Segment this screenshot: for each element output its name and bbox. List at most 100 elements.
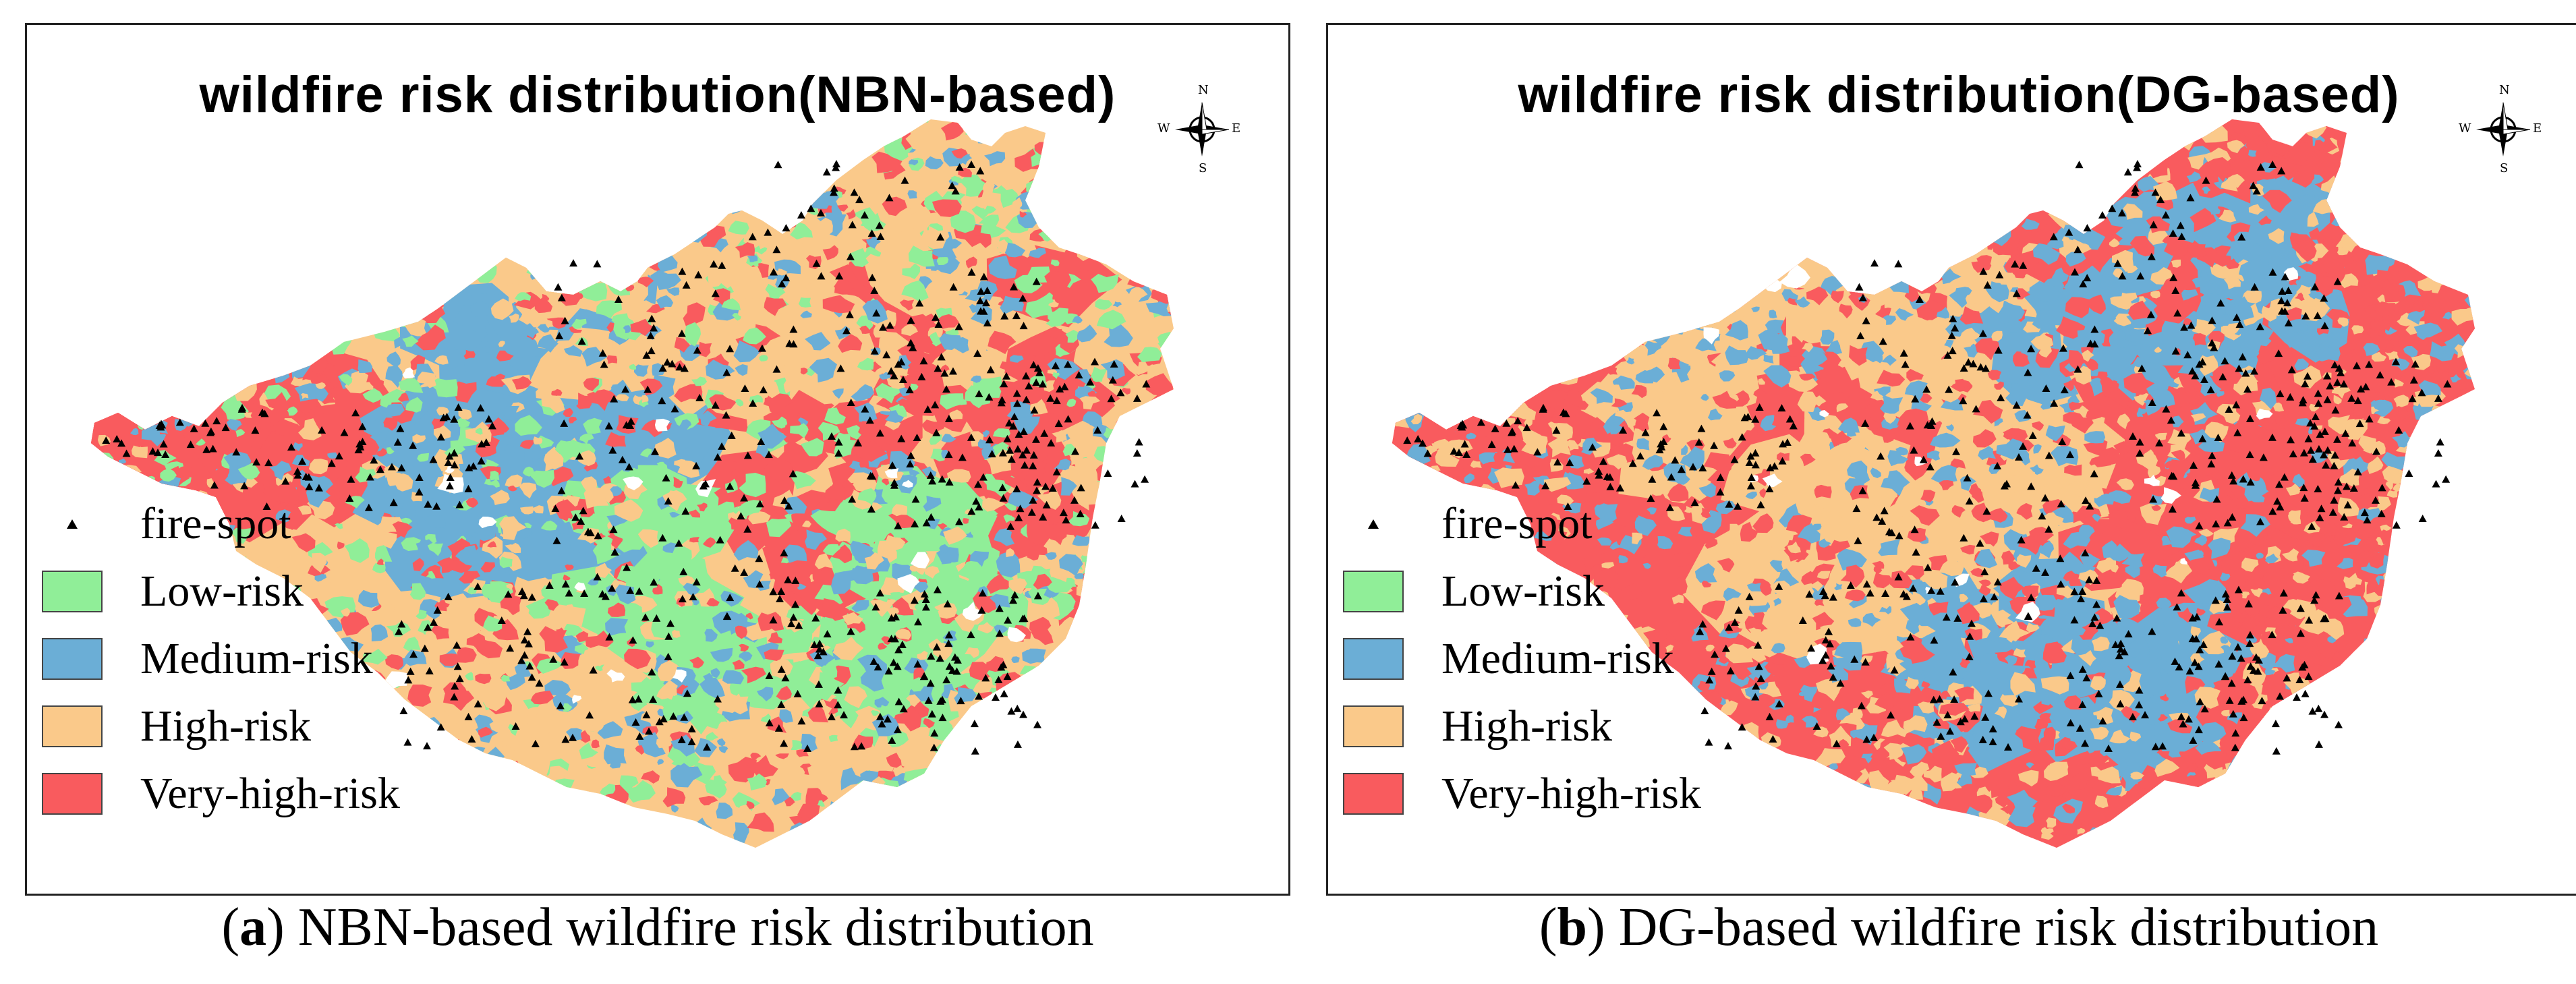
fire-spot-marker — [1648, 475, 1657, 483]
fire-spot-marker — [2144, 326, 2152, 335]
legend-swatch — [42, 638, 103, 680]
fire-spot-marker — [2108, 204, 2117, 212]
fire-spot-marker — [2221, 672, 2229, 681]
fire-spot-marker — [923, 405, 932, 413]
fire-spot-marker — [970, 720, 979, 728]
fire-spot-marker — [1710, 441, 1719, 449]
fire-spot-marker — [2180, 323, 2189, 331]
fire-spot-marker — [919, 672, 928, 681]
fire-spot-marker — [777, 587, 786, 595]
fire-spot-marker — [2206, 386, 2215, 394]
fire-spot-marker — [1738, 723, 1746, 731]
fire-spot-marker — [1870, 259, 1879, 267]
fire-spot-marker — [1862, 735, 1871, 743]
fire-spot-marker — [1981, 364, 1990, 372]
fire-spot-marker — [2151, 743, 2160, 751]
fire-spot-marker — [404, 676, 413, 684]
fire-spot-marker — [1775, 582, 1783, 590]
legend-high: High-risk — [1343, 693, 1701, 760]
fire-spot-marker — [876, 712, 884, 720]
fire-spot-marker — [2078, 700, 2087, 708]
fire-spot-marker — [954, 322, 963, 330]
fire-spot-marker — [737, 512, 745, 520]
fire-spot-marker — [2177, 712, 2185, 720]
fire-spot-marker — [577, 517, 585, 525]
fire-spot-marker — [1969, 359, 1978, 368]
fire-spot-marker — [1997, 393, 2005, 401]
fire-spot-marker — [934, 320, 943, 328]
fire-spot-marker — [1970, 712, 1979, 720]
fire-spot-marker — [556, 701, 565, 710]
fire-spot-marker — [626, 586, 635, 594]
fire-spot-marker — [2323, 372, 2332, 380]
fire-spot-marker — [552, 536, 561, 544]
fire-spot-marker — [928, 477, 937, 485]
fire-spot-marker — [2306, 419, 2315, 427]
fire-spot-marker — [2049, 233, 2058, 241]
fire-spot-marker — [2436, 438, 2444, 446]
fire-spot-marker — [298, 457, 307, 465]
fire-spot-marker — [1004, 616, 1012, 624]
fire-spot-marker — [936, 654, 944, 662]
fire-spot-marker — [1491, 424, 1499, 432]
fire-spot-marker — [897, 357, 906, 366]
legend-label: Very-high-risk — [140, 769, 400, 818]
fire-spot-marker — [1947, 331, 1956, 339]
fire-spot-marker — [789, 340, 798, 348]
fire-spot-marker — [1133, 448, 1141, 457]
fire-spot-marker — [1754, 662, 1763, 670]
fire-spot-marker — [2304, 434, 2313, 442]
fire-spot-marker — [680, 713, 689, 721]
fire-spot-marker — [1091, 357, 1099, 366]
fire-spot-marker — [366, 473, 374, 481]
fire-spot-marker — [446, 473, 455, 482]
fire-spot-marker — [842, 326, 851, 335]
fire-spot-marker — [2195, 521, 2204, 529]
fire-spot-marker — [2298, 663, 2307, 671]
caption-a: (a) NBN-based wildfire risk distribution — [221, 898, 1094, 957]
fire-spot-marker — [740, 494, 749, 502]
fire-spot-marker — [2316, 513, 2324, 521]
fire-spot-marker — [1035, 368, 1044, 376]
fire-spot-marker — [666, 619, 675, 627]
fire-spot-marker — [600, 360, 608, 368]
fire-spot-marker — [865, 416, 874, 424]
fire-spot-marker — [1711, 650, 1719, 658]
fire-spot-marker — [695, 393, 704, 401]
fire-spot-marker — [2330, 361, 2339, 369]
fire-spot-marker — [1950, 695, 1959, 703]
fire-spot-marker — [776, 595, 784, 603]
fire-spot-marker — [886, 321, 894, 329]
fire-spot-marker — [921, 603, 930, 611]
fire-spot-marker — [2176, 221, 2185, 229]
fire-spot-marker — [1894, 573, 1903, 581]
fire-spot-marker — [2038, 512, 2047, 520]
fire-spot-marker — [791, 600, 800, 608]
fire-spot-marker — [861, 405, 869, 413]
fire-spot-marker — [998, 484, 1007, 492]
fire-spot-marker — [1850, 655, 1859, 663]
fire-spot-marker — [1924, 563, 1933, 571]
fire-spot-marker — [2320, 294, 2328, 302]
fire-spot-marker — [444, 592, 453, 600]
fire-spot-marker — [527, 593, 536, 601]
fire-spot-marker — [610, 395, 619, 403]
fire-spot-marker — [985, 393, 994, 401]
fire-spot-marker — [687, 737, 696, 745]
fire-spot-marker — [364, 503, 373, 511]
fire-spot-marker — [2208, 339, 2216, 347]
fire-spot-marker — [2331, 406, 2340, 414]
fire-spot-marker — [2320, 427, 2329, 435]
fire-spot-marker — [2292, 693, 2301, 701]
fire-spot-marker — [2173, 309, 2182, 317]
fire-spot-marker — [1755, 403, 1764, 411]
fire-spot-marker — [1615, 484, 1624, 492]
fire-spot-marker — [1807, 644, 1816, 652]
fire-spot-marker — [2212, 495, 2221, 503]
fire-spot-marker — [1459, 421, 1468, 429]
fire-spot-marker — [731, 564, 739, 572]
fire-spot-marker — [911, 495, 920, 503]
fire-spot-marker — [803, 744, 811, 752]
fire-spot-marker — [722, 368, 731, 376]
fire-spot-marker — [1013, 444, 1022, 453]
